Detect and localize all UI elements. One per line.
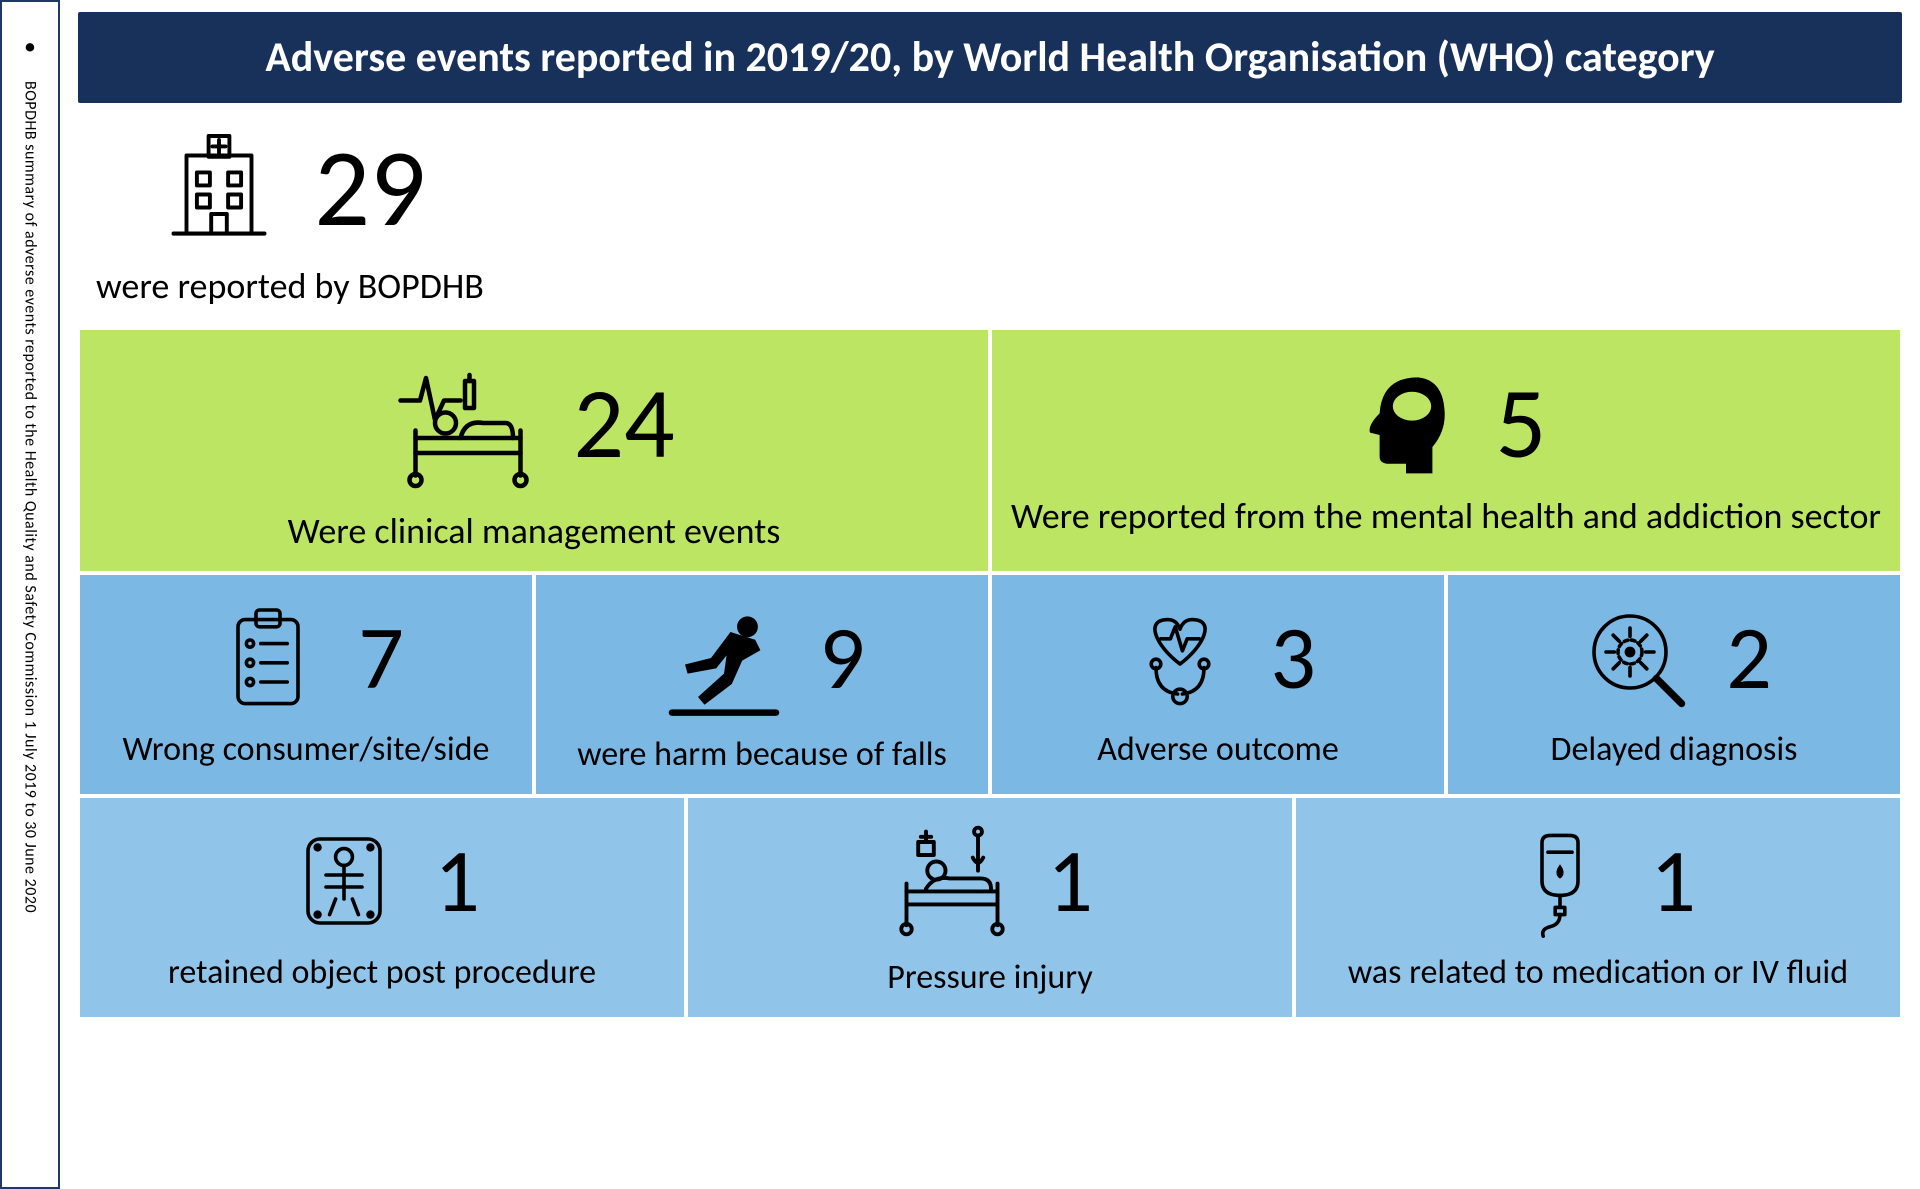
stat-cell: 5 Were reported from the mental health a…	[990, 328, 1902, 573]
bullet-icon: •	[24, 32, 36, 61]
stat-caption: Wrong consumer/site/side	[123, 730, 490, 771]
patient-bed-icon	[887, 816, 1017, 946]
row-split2: 24 Were clinical management events 5 Wer…	[78, 328, 1902, 573]
clipboard-icon	[208, 598, 328, 718]
stat-cell: 9 were harm because of falls	[534, 573, 990, 796]
cell-total: 29 were reported by BOPDHB	[78, 103, 502, 328]
total-caption: were reported by BOPDHB	[96, 265, 484, 308]
virus-lens-icon	[1576, 598, 1696, 718]
stat-value: 3	[1270, 613, 1316, 703]
stethoscope-heart-icon	[1120, 598, 1240, 718]
sidebar-caption: BOPDHB summary of adverse events reporte…	[21, 81, 40, 913]
row-split3: 1 retained object post procedure 1 Press…	[78, 796, 1902, 1019]
stat-cell: 24 Were clinical management events	[78, 328, 990, 573]
sidebar: • BOPDHB summary of adverse events repor…	[0, 0, 60, 1189]
stat-cell: 1 was related to medication or IV fluid	[1294, 796, 1902, 1019]
title-bar: Adverse events reported in 2019/20, by W…	[78, 12, 1902, 103]
hospital-icon	[154, 123, 284, 253]
stat-cell: 2 Delayed diagnosis	[1446, 573, 1902, 796]
iv-bag-icon	[1500, 821, 1620, 941]
stat-value: 24	[573, 373, 674, 473]
total-value: 29	[314, 133, 426, 243]
stat-value: 7	[358, 613, 404, 703]
stat-cell: 3 Adverse outcome	[990, 573, 1446, 796]
infographic-main: Adverse events reported in 2019/20, by W…	[60, 0, 1920, 1189]
stat-caption: Delayed diagnosis	[1551, 730, 1798, 771]
stat-caption: were harm because of falls	[577, 735, 947, 776]
stat-caption: Adverse outcome	[1097, 730, 1339, 771]
stat-value: 1	[434, 836, 480, 926]
row-total: 29 were reported by BOPDHB	[78, 103, 1902, 328]
stat-value: 1	[1650, 836, 1696, 926]
row-split4: 7 Wrong consumer/site/side 9 were harm b…	[78, 573, 1902, 796]
stat-cell: 1 Pressure injury	[686, 796, 1294, 1019]
stat-cell: 1 retained object post procedure	[78, 796, 686, 1019]
stat-caption: Were clinical management events	[288, 510, 781, 553]
stat-caption: was related to medication or IV fluid	[1348, 953, 1848, 994]
stat-caption: Were reported from the mental health and…	[1011, 495, 1881, 538]
stat-value: 5	[1496, 373, 1547, 473]
stat-caption: Pressure injury	[887, 958, 1092, 999]
stat-value: 9	[819, 613, 865, 703]
falling-person-icon	[659, 593, 789, 723]
head-brain-icon	[1346, 363, 1466, 483]
stat-value: 1	[1047, 836, 1093, 926]
stat-cell: 7 Wrong consumer/site/side	[78, 573, 534, 796]
hospital-bed-icon	[393, 348, 543, 498]
xray-icon	[284, 821, 404, 941]
stat-value: 2	[1726, 613, 1772, 703]
stat-caption: retained object post procedure	[168, 953, 596, 994]
